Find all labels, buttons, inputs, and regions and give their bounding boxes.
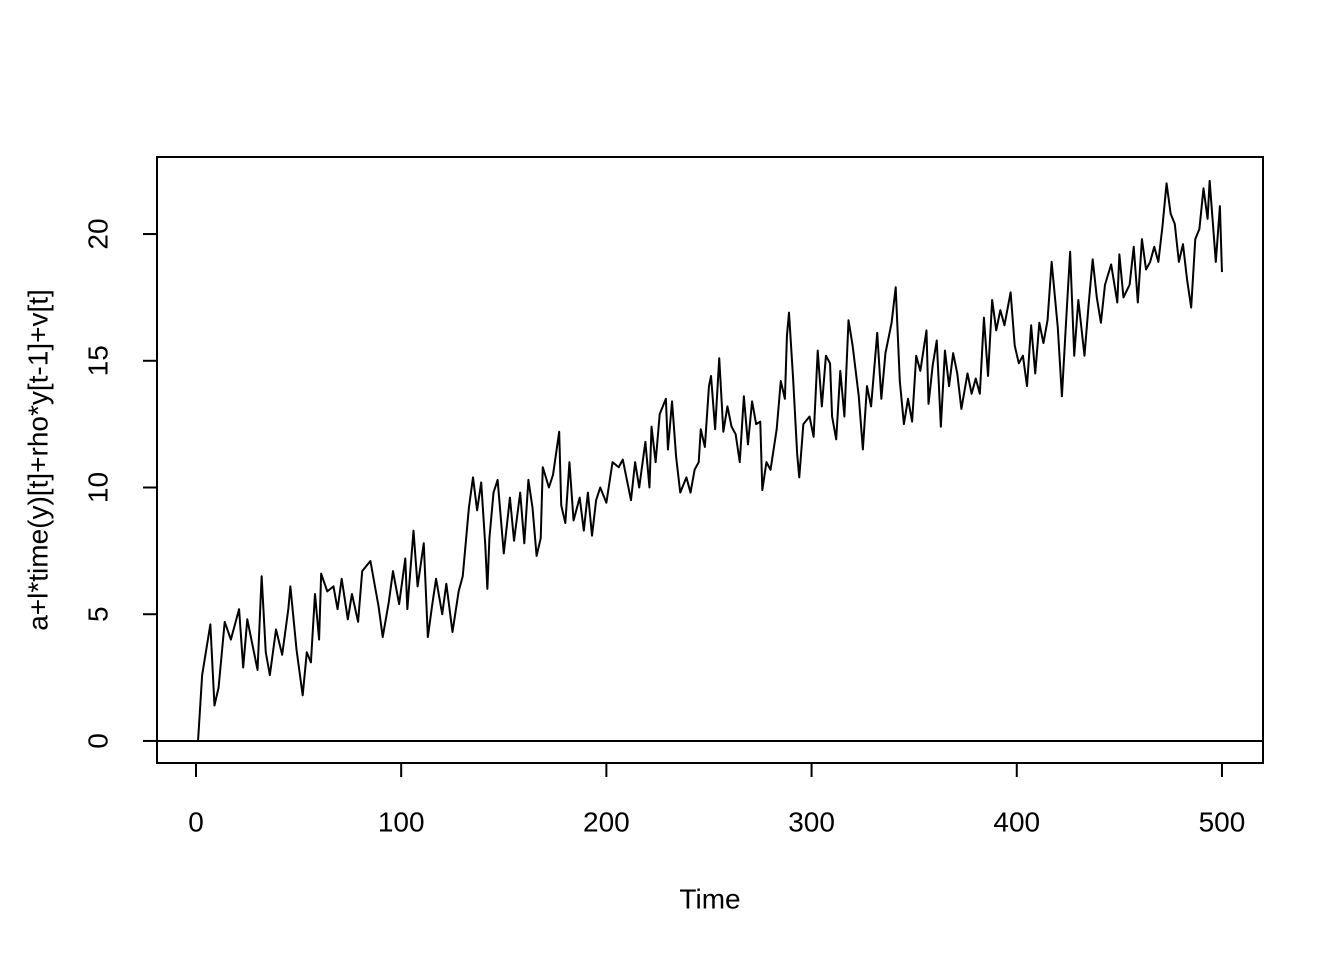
y-tick-label: 15 (82, 345, 113, 376)
x-tick-label: 0 (188, 806, 204, 837)
x-tick-label: 500 (1199, 806, 1246, 837)
y-axis-label: a+l*time(y)[t]+rho*y[t-1]+v[t] (22, 289, 53, 631)
y-tick-label: 0 (82, 733, 113, 749)
series-line (197, 179, 1223, 742)
x-tick-label: 400 (993, 806, 1040, 837)
x-tick-label: 300 (788, 806, 835, 837)
y-tick-label: 10 (82, 472, 113, 503)
x-axis-label: Time (679, 883, 740, 914)
y-tick-label: 20 (82, 218, 113, 249)
plot-box (156, 156, 1264, 764)
x-tick-label: 200 (583, 806, 630, 837)
y-tick-label: 5 (82, 606, 113, 622)
x-tick-label: 100 (378, 806, 425, 837)
